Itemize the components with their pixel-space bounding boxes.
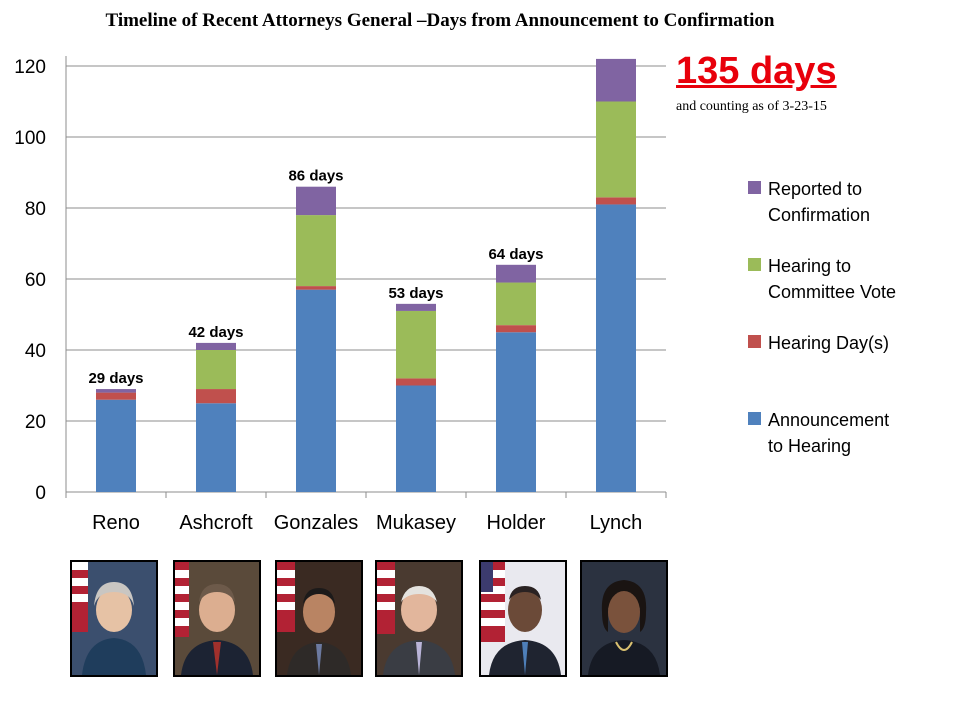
x-tick-label: Gonzales <box>274 512 359 534</box>
data-label: 64 days <box>488 246 543 263</box>
y-tick-label: 40 <box>25 341 46 362</box>
bar-segment <box>396 303 436 311</box>
legend-swatch <box>748 181 761 194</box>
y-tick-label: 120 <box>14 57 46 78</box>
x-tick-label: Mukasey <box>376 512 456 534</box>
legend-swatch <box>748 412 761 425</box>
days-callout-note: and counting as of 3-23-15 <box>676 99 827 114</box>
y-tick-label: 60 <box>25 270 46 291</box>
bar-segment <box>96 399 136 492</box>
data-label: 29 days <box>88 370 143 387</box>
portrait-ashcroft <box>173 560 261 677</box>
bar-segment <box>496 332 536 492</box>
bar-segment <box>296 215 336 287</box>
portrait-holder <box>479 560 567 677</box>
bar-segment <box>96 392 136 400</box>
bar-segment <box>396 378 436 386</box>
legend-label: Reported to <box>768 179 863 199</box>
y-tick-label: 20 <box>25 412 46 433</box>
y-tick-label: 80 <box>25 199 46 220</box>
bar-segment <box>396 385 436 492</box>
bar-segment <box>196 350 236 390</box>
legend-label: Announcement <box>768 410 890 430</box>
bar-segment <box>596 101 636 198</box>
portrait-lynch <box>580 560 668 677</box>
bar-segment <box>196 389 236 404</box>
y-tick-label: 100 <box>14 128 46 149</box>
bar-segment <box>96 389 136 393</box>
bar-segment <box>496 325 536 333</box>
bar-segment <box>596 197 636 205</box>
legend-label: Confirmation <box>768 205 871 225</box>
bar-segment <box>296 289 336 492</box>
x-tick-label: Reno <box>92 512 140 534</box>
legend-label: Committee Vote <box>768 282 897 302</box>
bar-segment <box>596 204 636 492</box>
legend-label: Hearing to <box>768 256 852 276</box>
legend-label: Hearing Day(s) <box>768 333 890 353</box>
legend-swatch <box>748 335 761 348</box>
x-tick-label: Ashcroft <box>179 512 253 534</box>
portrait-mukasey <box>375 560 463 677</box>
bar-segment <box>496 282 536 326</box>
y-tick-label: 0 <box>35 483 46 504</box>
portrait-reno <box>70 560 158 677</box>
bar-segment <box>496 264 536 283</box>
bar-segment <box>596 58 636 102</box>
days-callout: 135 days <box>676 50 837 92</box>
stacked-bar-chart: 0 20 40 60 80 100 120 Reno 29 days Ashcroft 42 day… <box>14 56 667 534</box>
legend-swatch <box>748 258 761 271</box>
bar-segment <box>296 186 336 216</box>
bar-segment <box>196 403 236 492</box>
x-tick-label: Lynch <box>590 512 643 534</box>
data-label: 42 days <box>188 324 243 341</box>
chart-title: Timeline of Recent Attorneys General –Da… <box>105 10 775 31</box>
portrait-gonzales <box>275 560 363 677</box>
bar-segment <box>196 342 236 350</box>
data-label: 86 days <box>288 168 343 185</box>
data-label: 53 days <box>388 285 443 302</box>
legend-label: to Hearing <box>768 436 852 456</box>
bar-segment <box>296 286 336 290</box>
bar-segment <box>396 310 436 379</box>
x-tick-label: Holder <box>487 512 546 534</box>
